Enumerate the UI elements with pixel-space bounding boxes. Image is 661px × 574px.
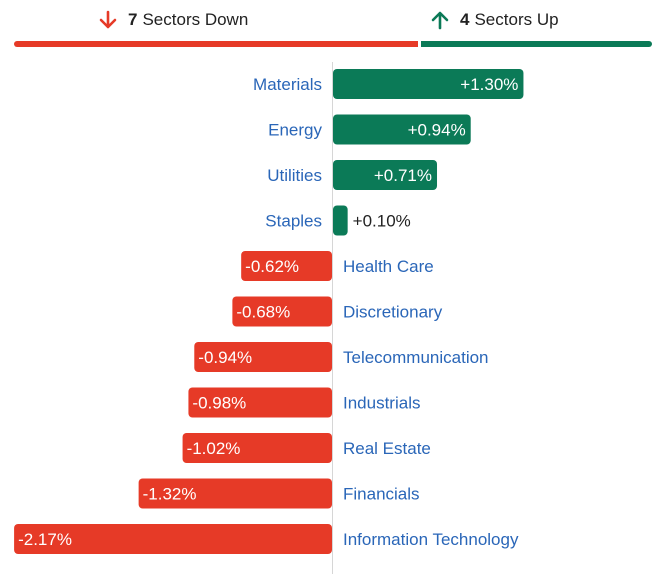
bar-utilities [333, 160, 438, 190]
category-label-information-technology: Information Technology [343, 530, 519, 549]
bar-financials [138, 478, 332, 509]
arrow-down-icon [99, 10, 117, 29]
zero-axis-line [332, 62, 333, 574]
category-label-real-estate: Real Estate [343, 439, 431, 458]
value-label-materials: +1.30% [460, 75, 518, 94]
sectors-down-summary: 7 Sectors Down [98, 0, 248, 40]
bar-health-care [241, 251, 332, 281]
category-label-health-care: Health Care [343, 257, 434, 276]
category-label-utilities: Utilities [267, 166, 322, 185]
bar-energy [333, 114, 471, 145]
category-label-telecommunication: Telecommunication [343, 348, 489, 367]
bar-industrials [188, 387, 332, 418]
bar-real-estate [182, 433, 332, 463]
bar-information-technology [14, 524, 332, 554]
category-label-industrials: Industrials [343, 394, 420, 413]
bar-staples [333, 205, 348, 236]
sectors-down-bar [14, 41, 418, 47]
bar-materials [333, 69, 524, 99]
bar-discretionary [232, 296, 332, 327]
value-label-financials: -1.32% [143, 485, 197, 504]
sectors-down-label: Sectors Down [142, 10, 249, 29]
category-label-energy: Energy [268, 121, 322, 140]
value-label-discretionary: -0.68% [236, 303, 290, 322]
value-label-information-technology: -2.17% [18, 530, 72, 549]
category-label-materials: Materials [253, 75, 322, 94]
category-label-staples: Staples [265, 212, 322, 231]
value-label-energy: +0.94% [408, 121, 466, 140]
sectors-up-summary: 4 Sectors Up [430, 0, 559, 40]
category-label-discretionary: Discretionary [343, 303, 443, 322]
value-label-real-estate: -1.02% [187, 439, 241, 458]
category-label-financials: Financials [343, 485, 420, 504]
bar-telecommunication [194, 342, 332, 372]
value-label-industrials: -0.98% [192, 394, 246, 413]
value-label-telecommunication: -0.94% [198, 348, 252, 367]
sectors-up-count: 4 [460, 10, 470, 29]
sectors-up-bar [421, 41, 652, 47]
sectors-down-count: 7 [128, 10, 138, 29]
arrow-up-icon [431, 11, 449, 30]
value-label-utilities: +0.71% [374, 166, 432, 185]
sectors-up-label: Sectors Up [474, 10, 559, 29]
value-label-staples: +0.10% [353, 212, 411, 231]
value-label-health-care: -0.62% [245, 257, 299, 276]
